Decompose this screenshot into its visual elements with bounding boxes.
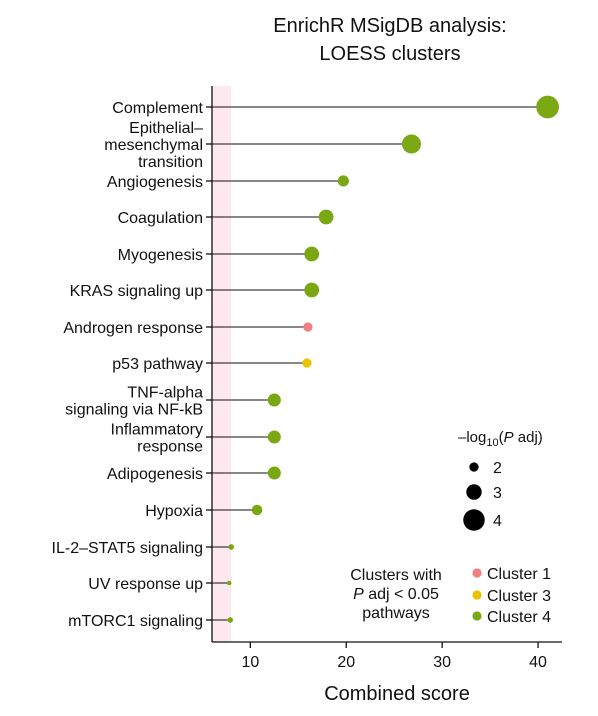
x-axis-title: Combined score bbox=[324, 683, 470, 705]
x-tick-label: 10 bbox=[241, 654, 259, 671]
size-legend-dot bbox=[463, 509, 485, 531]
y-category-label: mTORC1 signaling bbox=[68, 613, 203, 630]
y-category-label: mesenchymal bbox=[104, 137, 203, 154]
y-category-label: transition bbox=[138, 154, 203, 171]
color-legend-dot bbox=[472, 611, 482, 621]
lollipop-point bbox=[302, 358, 312, 368]
size-legend-label: 4 bbox=[493, 513, 502, 530]
y-category-label: IL-2–STAT5 signaling bbox=[52, 540, 203, 557]
y-category-label: UV response up bbox=[88, 576, 203, 593]
y-category-label: Androgen response bbox=[63, 320, 203, 337]
lollipop-point bbox=[267, 393, 281, 407]
y-category-label: Hypoxia bbox=[145, 503, 203, 520]
color-legend-dot bbox=[472, 590, 482, 600]
color-legend-dot bbox=[472, 568, 482, 578]
y-category-label: TNF-alpha bbox=[127, 385, 203, 402]
y-category-label: Epithelial– bbox=[129, 120, 203, 137]
y-category-label: Adipogenesis bbox=[107, 466, 203, 483]
y-category-label: Angiogenesis bbox=[107, 174, 203, 191]
lollipop-point bbox=[401, 134, 421, 154]
y-category-label: Inflammatory bbox=[111, 422, 203, 439]
size-legend-label: 3 bbox=[493, 485, 502, 502]
lollipop-point bbox=[227, 580, 232, 586]
color-legend-title-line: Clusters with bbox=[350, 567, 442, 584]
y-category-label: Myogenesis bbox=[118, 247, 203, 264]
color-legend-label: Cluster 3 bbox=[487, 588, 551, 605]
lollipop-point bbox=[303, 322, 313, 332]
size-legend-label: 2 bbox=[493, 460, 502, 477]
color-legend-label: Cluster 4 bbox=[487, 609, 551, 626]
color-legend-title-line: P adj < 0.05 bbox=[353, 586, 439, 603]
size-legend-dot bbox=[466, 484, 482, 500]
lollipop-point bbox=[304, 282, 320, 298]
lollipop-point bbox=[337, 175, 349, 187]
chart-title-line-2: LOESS clusters bbox=[319, 43, 461, 65]
lollipop-point bbox=[536, 95, 559, 119]
y-category-label: Complement bbox=[112, 100, 203, 117]
chart-title-line-1: EnrichR MSigDB analysis: bbox=[273, 15, 507, 37]
lollipop-point bbox=[228, 544, 234, 550]
lollipop-point bbox=[227, 617, 234, 623]
y-category-label: p53 pathway bbox=[112, 356, 203, 373]
lollipop-point bbox=[267, 466, 281, 480]
lollipop-point bbox=[318, 209, 334, 225]
y-category-label: response bbox=[137, 439, 203, 456]
color-legend-title-line: pathways bbox=[362, 605, 430, 622]
size-legend-dot bbox=[469, 462, 479, 472]
size-legend-title: –log10(P adj) bbox=[458, 429, 543, 449]
lollipop-point bbox=[304, 246, 320, 262]
y-category-label: KRAS signaling up bbox=[70, 283, 204, 300]
significance-band bbox=[212, 86, 232, 642]
x-tick-label: 30 bbox=[433, 654, 451, 671]
lollipop-point bbox=[267, 430, 281, 444]
y-category-label: Coagulation bbox=[118, 210, 203, 227]
x-tick-label: 20 bbox=[337, 654, 355, 671]
color-legend-label: Cluster 1 bbox=[487, 566, 551, 583]
lollipop-point bbox=[251, 504, 263, 516]
x-tick-label: 40 bbox=[529, 654, 547, 671]
y-category-label: signaling via NF-kB bbox=[65, 402, 203, 419]
